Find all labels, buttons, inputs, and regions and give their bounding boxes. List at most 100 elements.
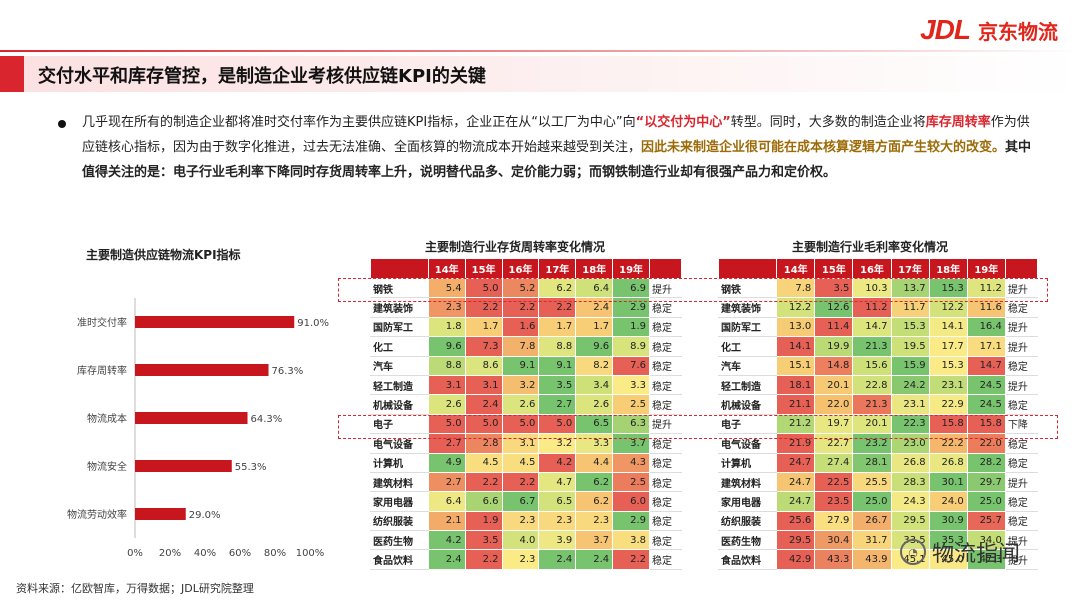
table-cell: 19.9 <box>814 336 854 357</box>
table-cell: 21.3 <box>852 394 892 415</box>
table-cell: 2.2 <box>612 549 651 570</box>
table-cell: 28.3 <box>890 471 930 493</box>
table-cell: 6.5 <box>575 413 614 435</box>
table-cell: 6.4 <box>575 277 614 299</box>
table-cell: 6.9 <box>612 277 651 299</box>
table-cell: 1.8 <box>427 316 466 338</box>
table-cell: 2.2 <box>464 549 503 570</box>
table-cell: 15.3 <box>928 355 968 376</box>
table-cell: 2.2 <box>501 471 540 493</box>
header-divider <box>0 50 1080 52</box>
table-cell: 2.7 <box>427 471 466 493</box>
table-cell: 6.5 <box>538 491 577 512</box>
value-label: 64.3% <box>251 414 283 425</box>
trend-label: 稳定 <box>649 471 682 493</box>
trend-label: 提升 <box>1004 374 1039 396</box>
para-text-2: 转型。同时，大多数的制造企业将 <box>730 115 926 130</box>
table-row: 机械设备 21.1 22.0 21.3 23.1 22.9 24.5 稳定 <box>717 394 1039 415</box>
table-cell: 5.0 <box>538 413 577 435</box>
table-cell: 11.6 <box>966 297 1006 318</box>
table-cell: 24.5 <box>966 374 1006 396</box>
table-cell: 14.1 <box>928 316 968 338</box>
table-row: 国防军工 1.8 1.7 1.6 1.7 1.7 1.9 稳定 <box>370 316 682 338</box>
table-cell: 27.9 <box>814 510 854 532</box>
watermark-text: 物流指闻 <box>932 542 1021 567</box>
row-label: 食品饮料 <box>370 549 429 570</box>
table-row: 食品饮料 42.9 43.3 43.9 45.1 45.0 47.3 提升 <box>717 549 1039 570</box>
row-label: 建筑材料 <box>717 471 778 493</box>
page-title: 交付水平和库存管控，是制造企业考核供应链KPI的关键 <box>38 66 486 87</box>
table-cell: 43.9 <box>852 549 892 570</box>
bullet-icon <box>58 120 66 128</box>
table-cell: 6.2 <box>575 471 614 493</box>
table-cell: 29.5 <box>776 530 816 551</box>
header-blank <box>1004 258 1039 279</box>
table-cell: 2.3 <box>427 297 466 318</box>
category-label: 准时交付率 <box>77 316 127 329</box>
table-cell: 15.3 <box>890 316 930 338</box>
table-cell: 27.4 <box>814 452 854 473</box>
table-cell: 2.7 <box>538 394 577 415</box>
table-cell: 1.9 <box>612 316 651 338</box>
table-cell: 7.3 <box>464 336 503 357</box>
table-cell: 4.2 <box>538 452 577 473</box>
table-cell: 4.0 <box>501 530 540 551</box>
table-cell: 6.7 <box>501 491 540 512</box>
brand-logo: JDL 京东物流 <box>920 14 1058 46</box>
table-cell: 8.8 <box>538 336 577 357</box>
table-row: 化工 14.1 19.9 21.3 19.5 17.7 17.1 提升 <box>717 336 1039 357</box>
gross-margin-table: 14年 15年 16年 17年 18年 19年 钢铁 7.8 3.5 10.3 13.7 15.3 11… <box>717 258 1039 570</box>
table-row: 轻工制造 3.1 3.1 3.2 3.5 3.4 3.3 稳定 <box>370 374 682 396</box>
table-row: 国防军工 13.0 11.4 14.7 15.3 14.1 16.4 提升 <box>717 316 1039 338</box>
table-cell: 3.2 <box>501 374 540 396</box>
year-header: 16年 <box>852 258 892 279</box>
table-cell: 3.1 <box>464 374 503 396</box>
table-cell: 13.0 <box>776 316 816 338</box>
year-header: 15年 <box>464 258 503 279</box>
table-cell: 2.6 <box>501 394 540 415</box>
table-header-row: 14年 15年 16年 17年 18年 19年 <box>717 258 1039 279</box>
row-label: 机械设备 <box>717 394 778 415</box>
year-header: 19年 <box>612 258 651 279</box>
table-cell: 1.9 <box>464 510 503 532</box>
trend-label: 稳定 <box>649 374 682 396</box>
row-label: 建筑材料 <box>370 471 429 493</box>
row-label: 化工 <box>370 336 429 357</box>
table-cell: 43.3 <box>814 549 854 570</box>
trend-label: 稳定 <box>1004 394 1039 415</box>
table-row: 汽车 15.1 14.8 15.6 15.9 15.3 14.7 稳定 <box>717 355 1039 376</box>
table-cell: 2.4 <box>464 394 503 415</box>
year-header: 17年 <box>538 258 577 279</box>
table-cell: 5.0 <box>501 413 540 435</box>
table-cell: 2.6 <box>575 394 614 415</box>
year-header: 17年 <box>890 258 930 279</box>
table-cell: 24.3 <box>890 491 930 512</box>
table-row: 医药生物 4.2 3.5 4.0 3.9 3.7 3.8 稳定 <box>370 530 682 551</box>
table-row: 计算机 4.9 4.5 4.5 4.2 4.4 4.3 稳定 <box>370 452 682 473</box>
year-header: 16年 <box>501 258 540 279</box>
table-row: 化工 9.6 7.3 7.8 8.8 9.6 8.9 稳定 <box>370 336 682 357</box>
table-cell: 3.7 <box>575 530 614 551</box>
table-cell: 18.1 <box>776 374 816 396</box>
row-label: 化工 <box>717 336 778 357</box>
table-cell: 3.4 <box>575 374 614 396</box>
x-tick-label: 40% <box>194 548 216 559</box>
row-label: 汽车 <box>370 355 429 376</box>
table-row: 纺织服装 2.1 1.9 2.3 2.3 2.3 2.9 稳定 <box>370 510 682 532</box>
row-label: 食品饮料 <box>717 549 778 570</box>
table-cell: 2.6 <box>427 394 466 415</box>
row-label: 计算机 <box>370 452 429 473</box>
table-cell: 25.7 <box>966 510 1006 532</box>
trend-label: 稳定 <box>649 355 682 376</box>
table-cell: 42.9 <box>776 549 816 570</box>
trend-label: 稳定 <box>1004 510 1039 532</box>
trend-label: 稳定 <box>1004 297 1039 318</box>
table-cell: 14.1 <box>776 336 816 357</box>
row-label: 轻工制造 <box>717 374 778 396</box>
row-label: 纺织服装 <box>717 510 778 532</box>
row-label: 医药生物 <box>717 530 778 551</box>
highlight-electronics-row <box>338 415 1058 439</box>
table-cell: 2.4 <box>575 297 614 318</box>
trend-label: 稳定 <box>1004 452 1039 473</box>
kpi-bar <box>135 364 269 376</box>
